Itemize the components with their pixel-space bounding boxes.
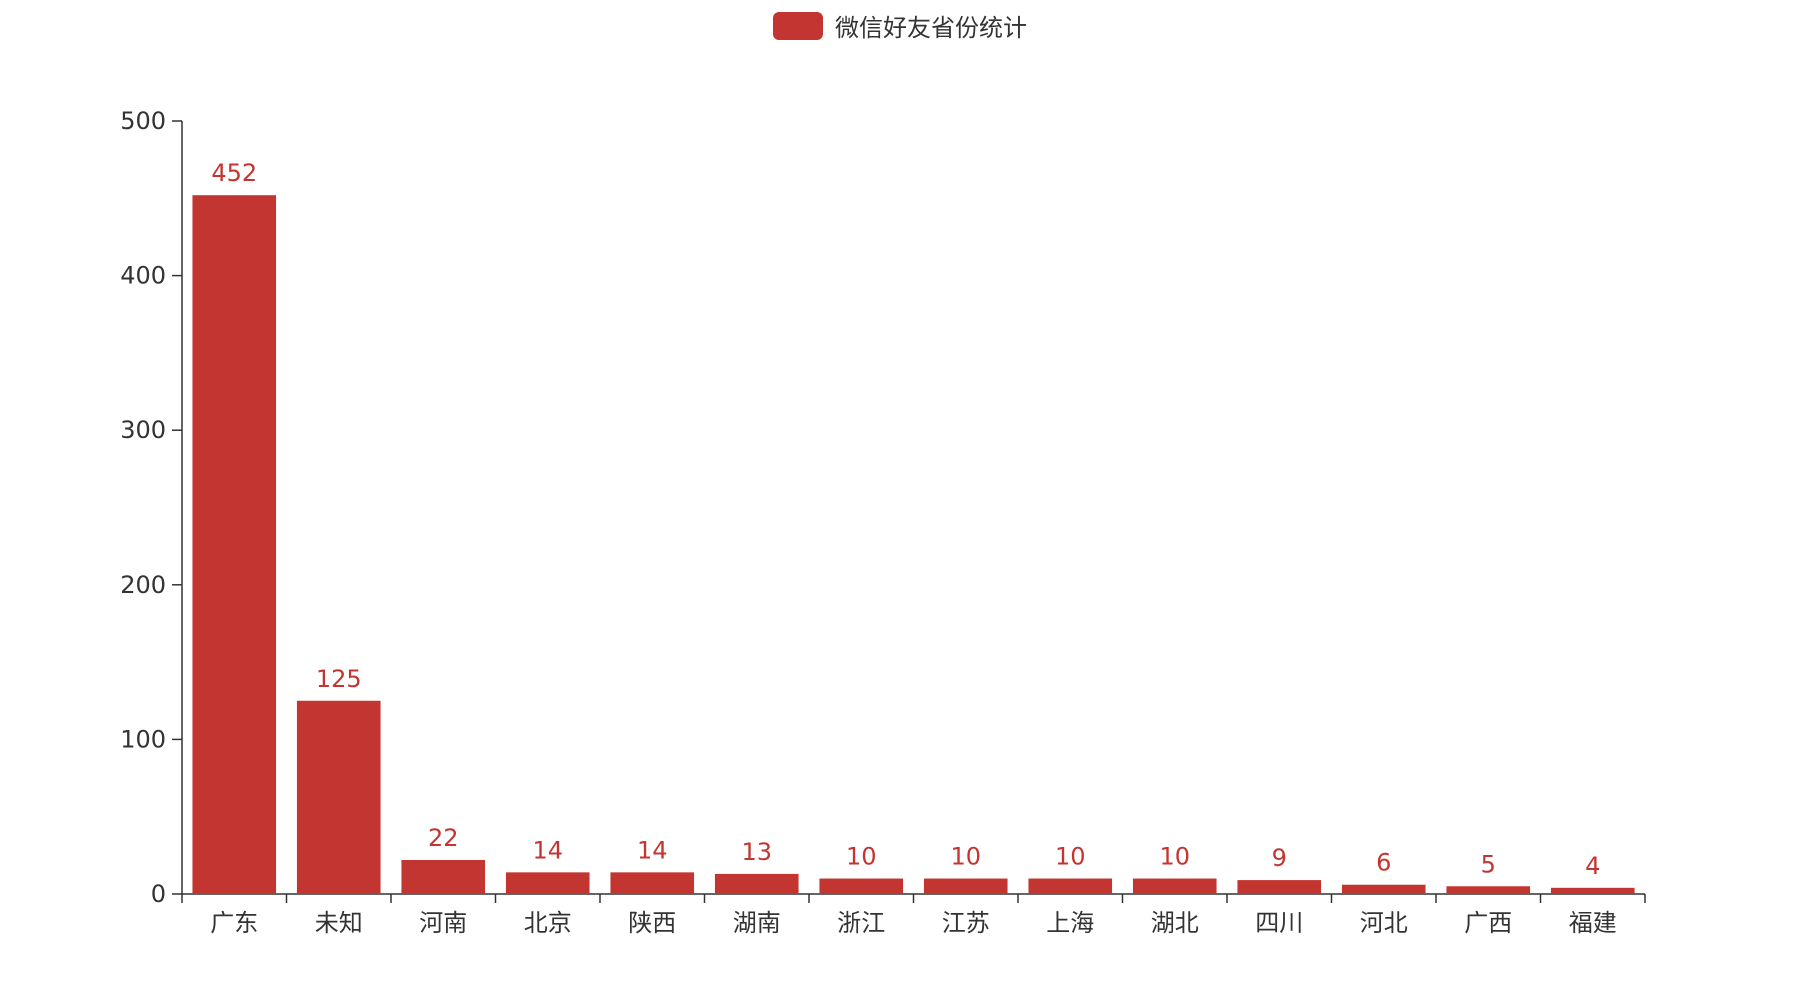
y-tick-label: 200 [120,571,166,599]
data-label: 10 [1055,843,1086,871]
legend-label: 微信好友省份统计 [835,14,1027,42]
legend[interactable]: 微信好友省份统计 [0,8,1800,43]
data-label: 125 [316,665,362,693]
x-tick-label: 湖北 [1151,909,1199,937]
data-label: 14 [637,836,668,864]
x-tick-label: 四川 [1255,909,1303,937]
x-axis: 广东 未知 河南 北京 陕西 湖南 浙江 江苏 上海 湖北 四川 河北 广西 福建 [181,893,1646,937]
bar[interactable] [1446,886,1531,894]
data-label: 10 [846,843,877,871]
x-tick-label: 未知 [315,909,363,937]
data-label: 13 [741,838,772,866]
bar[interactable] [819,878,904,894]
x-tick-label: 广东 [210,909,258,937]
bar[interactable] [505,872,590,894]
bar[interactable] [1341,884,1426,894]
legend-swatch [773,11,823,40]
x-tick-label: 河南 [419,909,467,937]
data-label: 10 [1159,843,1190,871]
y-tick-label: 100 [120,725,166,753]
data-label: 6 [1376,849,1391,877]
bar[interactable] [296,700,381,894]
data-label: 14 [532,836,563,864]
data-label: 4 [1585,852,1600,880]
value-labels: 452 125 22 14 14 13 10 10 10 10 9 6 5 4 [211,159,1600,880]
data-label: 9 [1272,844,1287,872]
bar[interactable] [923,878,1008,894]
data-label: 452 [211,159,257,187]
x-tick-label: 福建 [1569,909,1617,937]
bar[interactable] [1237,880,1322,894]
data-label: 5 [1481,850,1496,878]
bar[interactable] [1132,878,1217,894]
y-tick-label: 300 [120,416,166,444]
x-tick-label: 北京 [524,909,572,937]
bars [192,195,1635,894]
x-tick-label: 上海 [1046,909,1094,937]
y-tick-label: 500 [120,107,166,135]
x-tick-label: 浙江 [837,909,885,937]
x-tick-label: 广西 [1464,909,1512,937]
data-label: 10 [950,843,981,871]
bar[interactable] [192,195,277,894]
x-tick-label: 河北 [1360,909,1408,937]
bar[interactable] [1028,878,1113,894]
bar[interactable] [401,859,486,894]
bar[interactable] [1550,887,1635,894]
bar[interactable] [610,872,695,894]
y-tick-label: 0 [151,880,166,908]
x-tick-label: 湖南 [733,909,781,937]
y-tick-label: 400 [120,262,166,290]
x-tick-label: 陕西 [628,909,676,937]
y-axis: 0 100 200 300 400 500 [120,107,183,908]
bar[interactable] [714,873,799,894]
data-label: 22 [428,824,459,852]
x-tick-label: 江苏 [942,909,990,937]
